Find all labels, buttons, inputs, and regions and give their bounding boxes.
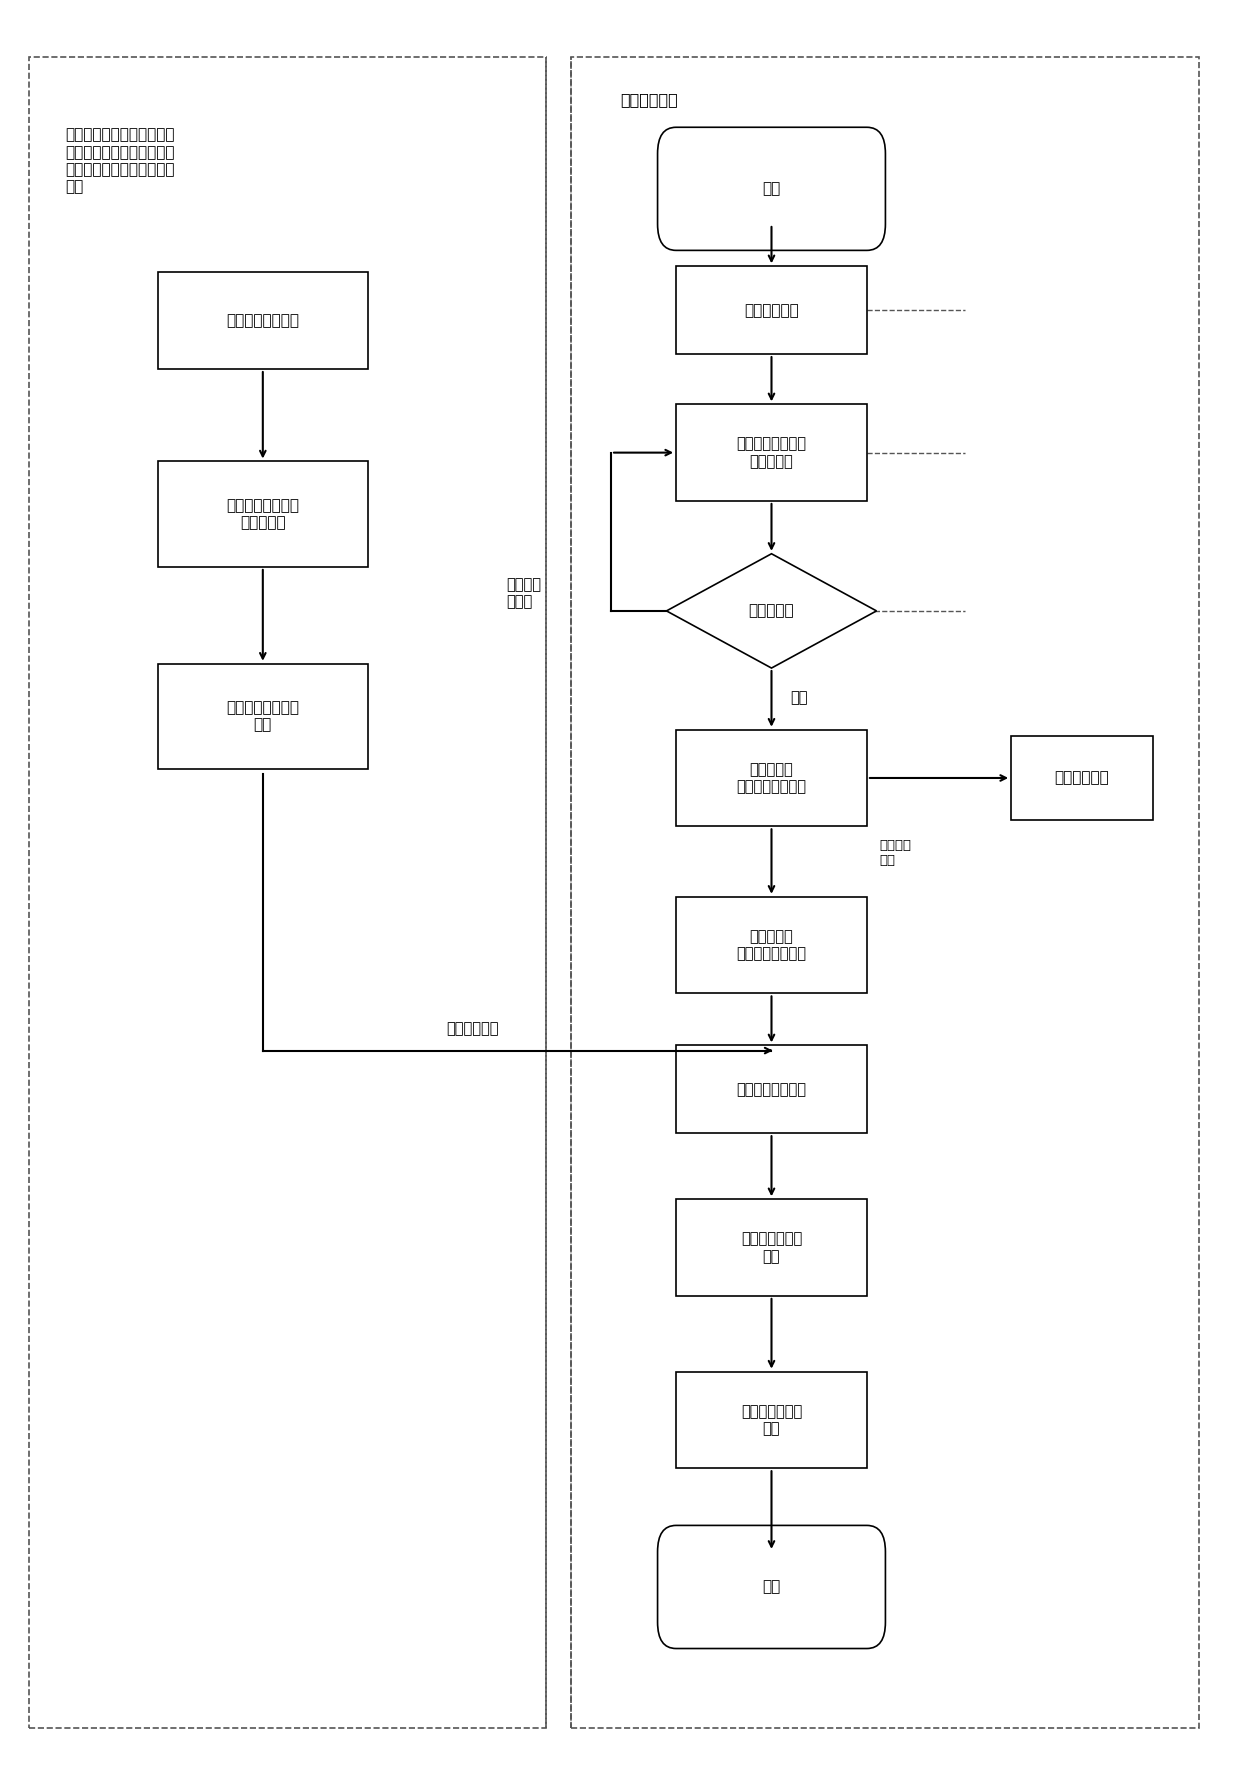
- Bar: [676, 1200, 867, 1295]
- Text: 系统标定阶段，在系统工作
流程之前进行，得到的标定
参数作为数据预处理模块的
输入: 系统标定阶段，在系统工作 流程之前进行，得到的标定 参数作为数据预处理模块的 输…: [66, 127, 175, 194]
- Text: 启动: 启动: [763, 182, 781, 196]
- Bar: [676, 896, 867, 993]
- Text: 原始数据下载完毕: 原始数据下载完毕: [737, 1081, 806, 1097]
- Text: 调用数据预处理
模块: 调用数据预处理 模块: [740, 1232, 802, 1263]
- Bar: [676, 267, 867, 353]
- Text: 计算得到预处理
数据: 计算得到预处理 数据: [740, 1403, 802, 1437]
- Text: 系统显示模块: 系统显示模块: [1054, 770, 1110, 786]
- Text: 设置系统为
数据下载工作模式: 设置系统为 数据下载工作模式: [737, 929, 806, 961]
- Text: 设置系统为通电检
测工作模式: 设置系统为通电检 测工作模式: [737, 436, 806, 468]
- Bar: [159, 461, 367, 567]
- Text: 设置系统为
数据存储工作模式: 设置系统为 数据存储工作模式: [737, 762, 806, 793]
- Text: 结束: 结束: [763, 1580, 781, 1594]
- Bar: [676, 405, 867, 502]
- Text: 调用系统标定模块: 调用系统标定模块: [227, 313, 299, 329]
- Bar: [159, 272, 367, 369]
- Text: 系统在转台不同位
置记录数据: 系统在转台不同位 置记录数据: [227, 498, 299, 530]
- Text: 自检正常？: 自检正常？: [749, 603, 795, 618]
- FancyBboxPatch shape: [657, 1525, 885, 1649]
- Text: 计算得到系统标定
参数: 计算得到系统标定 参数: [227, 700, 299, 733]
- Bar: [1011, 735, 1153, 820]
- Bar: [159, 664, 367, 769]
- Text: 原始数据
积累: 原始数据 积累: [879, 839, 911, 868]
- Bar: [676, 1046, 867, 1133]
- Text: 系统工作流程: 系统工作流程: [620, 92, 678, 108]
- Polygon shape: [666, 553, 877, 668]
- Bar: [676, 1371, 867, 1468]
- Text: 正常: 正常: [790, 691, 807, 705]
- Text: 调用通信模块: 调用通信模块: [744, 302, 799, 318]
- Text: 异常，排
除故障: 异常，排 除故障: [506, 578, 542, 610]
- Text: 系统标定参数: 系统标定参数: [446, 1021, 498, 1037]
- FancyBboxPatch shape: [657, 127, 885, 251]
- Bar: [676, 730, 867, 827]
